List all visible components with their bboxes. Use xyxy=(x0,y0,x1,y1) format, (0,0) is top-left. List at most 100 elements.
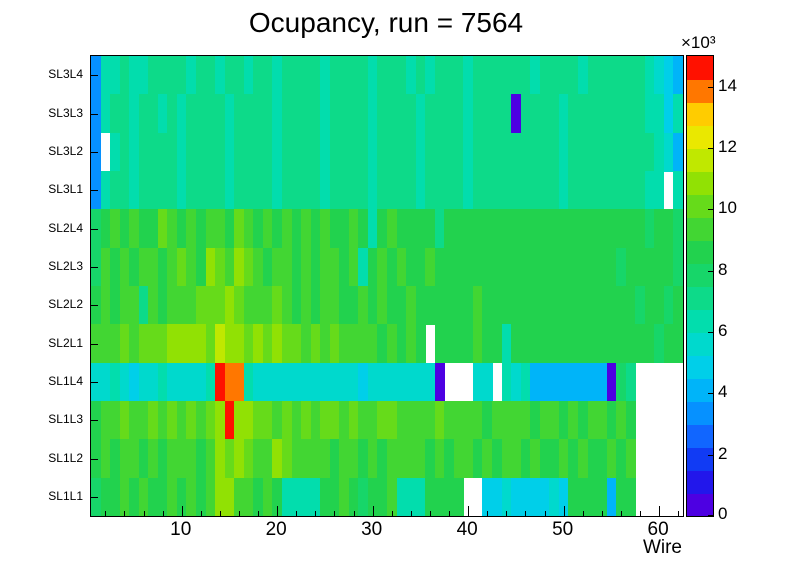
heatmap-cell xyxy=(606,247,617,287)
heatmap-cell xyxy=(520,247,531,287)
heatmap-cell xyxy=(453,56,464,95)
heatmap-cell xyxy=(492,439,503,479)
heatmap-cell xyxy=(358,286,369,325)
heatmap-cell xyxy=(616,286,627,325)
heatmap-cell xyxy=(530,401,541,440)
heatmap-cell xyxy=(539,401,550,440)
colorbar-tick-label: 2 xyxy=(718,443,728,463)
heatmap-cell xyxy=(358,477,369,516)
heatmap-cell xyxy=(511,94,522,134)
heatmap-cell xyxy=(425,401,436,440)
heatmap-cell xyxy=(176,171,188,210)
heatmap-cell xyxy=(520,477,531,516)
heatmap-cell xyxy=(492,94,503,134)
heatmap-cell xyxy=(310,439,321,479)
heatmap-cell xyxy=(272,132,283,172)
heatmap-cell xyxy=(530,56,541,95)
heatmap-cell xyxy=(406,324,417,364)
heatmap-cell xyxy=(262,286,273,325)
heatmap-cell xyxy=(415,324,426,364)
heatmap-cell xyxy=(635,171,646,210)
heatmap-cell xyxy=(377,362,388,402)
heatmap-cell xyxy=(339,362,350,402)
heatmap-cell xyxy=(415,171,426,210)
heatmap-cell xyxy=(100,56,111,95)
heatmap-cell xyxy=(539,132,550,172)
heatmap-cell xyxy=(396,56,407,95)
heatmap-cell xyxy=(339,56,350,95)
heatmap-cell xyxy=(310,477,321,516)
heatmap-cell xyxy=(272,94,283,134)
heatmap-cell xyxy=(348,209,359,249)
heatmap-cell xyxy=(577,362,589,402)
heatmap-cell xyxy=(520,171,531,210)
heatmap-cell xyxy=(635,132,646,172)
heatmap-cell xyxy=(539,56,550,95)
heatmap-cell xyxy=(272,286,283,325)
heatmap-cell xyxy=(472,132,484,172)
heatmap-cell xyxy=(205,94,216,134)
heatmap-cell xyxy=(444,324,455,364)
heatmap-cell xyxy=(501,362,512,402)
heatmap-cell xyxy=(558,286,569,325)
heatmap-cell xyxy=(396,286,407,325)
heatmap-cell xyxy=(320,247,331,287)
heatmap-cell xyxy=(243,132,254,172)
heatmap-cell xyxy=(577,94,589,134)
heatmap-cell xyxy=(406,286,417,325)
heatmap-cell xyxy=(348,247,359,287)
colorbar-band xyxy=(687,470,713,494)
heatmap-cell xyxy=(148,132,159,172)
heatmap-cell xyxy=(549,439,560,479)
colorbar-tick-label: 12 xyxy=(718,137,737,156)
heatmap-cell xyxy=(157,247,168,287)
heatmap-cell xyxy=(320,171,331,210)
heatmap-cell xyxy=(129,286,140,325)
heatmap-cell xyxy=(358,439,369,479)
heatmap-cell xyxy=(119,401,130,440)
heatmap-cell xyxy=(511,209,522,249)
heatmap-cell xyxy=(176,324,188,364)
heatmap-cell xyxy=(434,324,445,364)
colorbar-band xyxy=(687,401,713,425)
heatmap-cell xyxy=(138,439,149,479)
heatmap-cell xyxy=(415,94,426,134)
heatmap-cell xyxy=(606,56,617,95)
y-axis-labels: SL3L4 SL3L3 SL3L2 SL3L1 SL2L4 SL2L3 SL2L2 SL2L1… xyxy=(0,55,86,515)
heatmap-cell xyxy=(339,477,350,516)
heatmap-cell xyxy=(396,362,407,402)
heatmap-cell xyxy=(644,286,655,325)
heatmap-cell xyxy=(253,401,264,440)
heatmap-cell xyxy=(625,477,636,516)
heatmap-cell xyxy=(138,324,149,364)
heatmap-cell xyxy=(281,477,293,516)
heatmap-cell xyxy=(597,56,608,95)
heatmap-cell xyxy=(196,132,207,172)
heatmap-cell xyxy=(243,401,254,440)
colorbar-tick xyxy=(708,515,713,516)
heatmap-cell xyxy=(176,209,188,249)
heatmap-cell xyxy=(492,247,503,287)
heatmap-cell xyxy=(110,401,121,440)
heatmap-cell xyxy=(281,56,293,95)
heatmap-cell xyxy=(281,324,293,364)
heatmap-cell xyxy=(272,56,283,95)
heatmap-cell xyxy=(444,477,455,516)
heatmap-cell xyxy=(262,132,273,172)
heatmap-cell xyxy=(367,132,379,172)
heatmap-cell xyxy=(635,324,646,364)
heatmap-cell xyxy=(224,439,235,479)
heatmap-cell xyxy=(329,286,340,325)
heatmap-cell xyxy=(482,324,493,364)
heatmap-cell xyxy=(654,209,665,249)
heatmap-cell xyxy=(396,209,407,249)
heatmap-cell xyxy=(310,171,321,210)
heatmap-cell xyxy=(262,247,273,287)
heatmap-cell xyxy=(406,132,417,172)
heatmap-cell xyxy=(100,477,111,516)
heatmap-cell xyxy=(444,171,455,210)
heatmap-cell xyxy=(482,439,493,479)
heatmap-cell xyxy=(425,477,436,516)
heatmap-cell xyxy=(635,94,646,134)
heatmap-cell xyxy=(434,171,445,210)
